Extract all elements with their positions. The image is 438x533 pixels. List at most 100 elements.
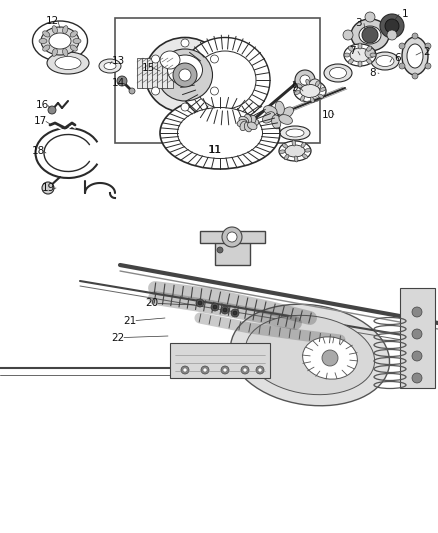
Text: 21: 21 <box>124 316 137 326</box>
Text: 10: 10 <box>321 110 335 120</box>
FancyBboxPatch shape <box>157 58 163 88</box>
Ellipse shape <box>70 45 78 51</box>
Ellipse shape <box>292 140 296 146</box>
Circle shape <box>399 43 405 49</box>
Ellipse shape <box>279 141 311 161</box>
Ellipse shape <box>49 33 71 49</box>
Ellipse shape <box>248 116 256 125</box>
Ellipse shape <box>42 31 50 37</box>
FancyBboxPatch shape <box>142 58 148 88</box>
Text: 20: 20 <box>145 298 159 308</box>
Circle shape <box>129 88 135 94</box>
Text: 22: 22 <box>111 333 125 343</box>
FancyBboxPatch shape <box>167 58 173 88</box>
Circle shape <box>152 55 159 63</box>
Ellipse shape <box>194 51 256 109</box>
Ellipse shape <box>55 56 81 69</box>
Ellipse shape <box>358 61 362 67</box>
Bar <box>0 253 438 533</box>
Ellipse shape <box>280 126 310 140</box>
Ellipse shape <box>407 44 423 68</box>
Ellipse shape <box>32 21 88 61</box>
Circle shape <box>241 366 249 374</box>
Circle shape <box>231 309 239 317</box>
Ellipse shape <box>99 59 121 73</box>
Ellipse shape <box>279 115 293 124</box>
Text: 3: 3 <box>355 18 361 28</box>
Circle shape <box>179 69 191 81</box>
Ellipse shape <box>371 52 399 70</box>
Circle shape <box>181 103 189 111</box>
Ellipse shape <box>70 31 78 37</box>
Circle shape <box>227 232 237 242</box>
Bar <box>170 343 270 378</box>
Circle shape <box>243 368 247 372</box>
Circle shape <box>203 368 207 372</box>
Circle shape <box>380 14 404 38</box>
Circle shape <box>256 366 264 374</box>
Text: 11: 11 <box>208 145 222 155</box>
Ellipse shape <box>302 154 307 158</box>
Ellipse shape <box>52 26 57 34</box>
Circle shape <box>221 366 229 374</box>
Circle shape <box>365 48 375 58</box>
Text: 15: 15 <box>141 63 155 73</box>
Ellipse shape <box>283 143 288 148</box>
Ellipse shape <box>318 94 324 98</box>
Ellipse shape <box>279 150 285 154</box>
Circle shape <box>258 368 262 372</box>
Text: 2: 2 <box>424 47 430 57</box>
Bar <box>115 18 320 143</box>
Text: 12: 12 <box>46 16 59 26</box>
Ellipse shape <box>177 108 262 158</box>
Ellipse shape <box>39 38 47 44</box>
Circle shape <box>233 311 237 315</box>
Ellipse shape <box>160 51 180 69</box>
Circle shape <box>362 27 378 43</box>
Ellipse shape <box>315 81 319 86</box>
Ellipse shape <box>240 121 247 131</box>
Ellipse shape <box>167 55 202 85</box>
Text: 11: 11 <box>208 145 222 155</box>
Ellipse shape <box>305 149 311 152</box>
Ellipse shape <box>294 156 298 162</box>
Ellipse shape <box>245 316 374 394</box>
Ellipse shape <box>63 26 68 34</box>
Circle shape <box>201 366 209 374</box>
Ellipse shape <box>230 304 389 406</box>
Ellipse shape <box>286 129 304 137</box>
Ellipse shape <box>402 37 428 75</box>
Circle shape <box>343 30 353 40</box>
Ellipse shape <box>73 38 81 44</box>
Circle shape <box>365 12 375 22</box>
Text: 8: 8 <box>370 68 376 78</box>
Ellipse shape <box>367 59 372 64</box>
Text: 6: 6 <box>395 53 401 63</box>
Ellipse shape <box>300 95 304 101</box>
Ellipse shape <box>367 46 372 51</box>
Circle shape <box>223 368 227 372</box>
Circle shape <box>387 30 397 40</box>
Ellipse shape <box>180 37 270 123</box>
Text: 1: 1 <box>402 9 408 19</box>
Ellipse shape <box>275 101 284 115</box>
Circle shape <box>213 305 217 309</box>
Circle shape <box>425 43 431 49</box>
Circle shape <box>173 63 197 87</box>
Ellipse shape <box>52 49 57 56</box>
Circle shape <box>412 33 418 39</box>
Ellipse shape <box>344 53 350 57</box>
Ellipse shape <box>348 46 353 51</box>
Circle shape <box>412 307 422 317</box>
Text: 16: 16 <box>35 100 49 110</box>
Ellipse shape <box>310 97 314 103</box>
Circle shape <box>198 301 202 305</box>
Ellipse shape <box>249 119 259 127</box>
Ellipse shape <box>285 145 305 157</box>
Circle shape <box>222 227 242 247</box>
Ellipse shape <box>47 52 89 74</box>
Ellipse shape <box>370 53 376 57</box>
Ellipse shape <box>272 115 281 129</box>
Circle shape <box>385 19 399 33</box>
Ellipse shape <box>42 45 50 51</box>
